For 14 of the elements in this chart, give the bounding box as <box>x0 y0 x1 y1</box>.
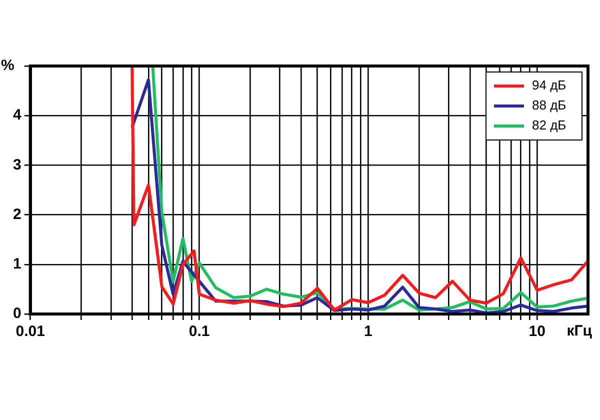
legend-label: 94 дБ <box>532 78 566 93</box>
y-axis-title: % <box>1 57 14 74</box>
y-tick-label: 0 <box>13 305 22 322</box>
legend-label: 88 дБ <box>532 98 566 113</box>
x-tick-label: 10 <box>528 323 546 340</box>
x-tick-label: 0.1 <box>188 323 210 340</box>
legend-label: 82 дБ <box>532 118 566 133</box>
y-tick-label: 3 <box>13 156 22 174</box>
y-tick-label: 2 <box>13 206 22 223</box>
x-axis-title: кГц <box>566 322 593 340</box>
y-tick-label: 4 <box>13 106 22 124</box>
x-tick-label: 1 <box>364 323 372 340</box>
y-tick-label: 1 <box>13 256 22 273</box>
x-tick-label: 0.01 <box>16 323 45 340</box>
